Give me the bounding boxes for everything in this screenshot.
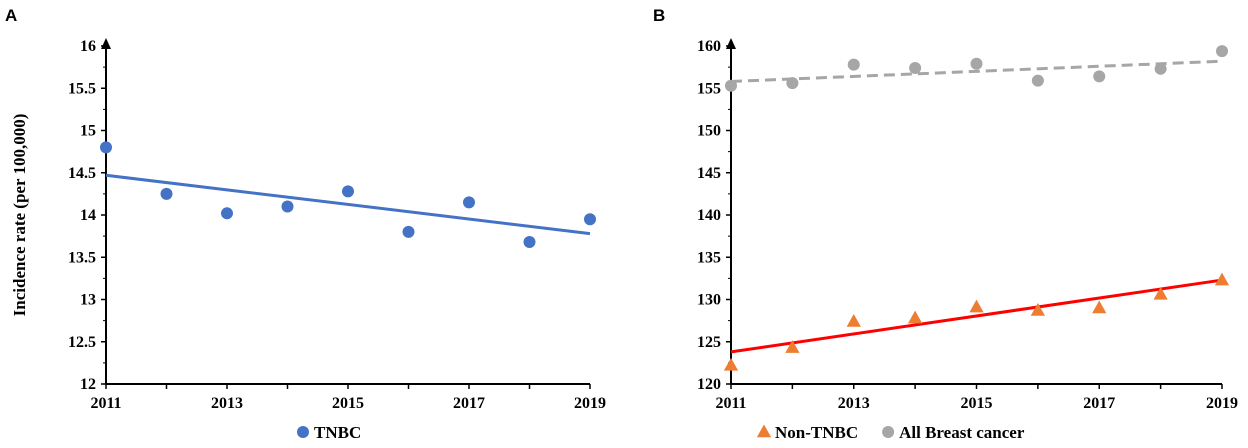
data-point-all-breast-cancer [725,79,737,92]
trend-line-all-breast-cancer [730,59,1223,83]
data-point-all-breast-cancer [1216,45,1228,58]
trend-line-non-tnbc [730,278,1223,354]
data-point-non-tnbc [723,357,739,371]
y-tick-label: 135 [697,249,721,266]
legend-label-non-tnbc: Non-TNBC [775,423,858,442]
y-tick-label: 15.5 [68,80,96,97]
legend-marker-all-breast-cancer [882,426,895,438]
data-point-non-tnbc [1092,300,1107,314]
data-point-all-breast-cancer [970,57,983,70]
legend-marker-non-tnbc [756,424,772,438]
y-tick-label: 12.5 [68,334,96,351]
y-tick-label: 13 [80,292,96,309]
legend-label-all-breast-cancer: All Breast cancer [899,423,1025,442]
data-point-all-breast-cancer [847,58,860,71]
x-tick-label: 2017 [1083,395,1115,412]
data-point-tnbc [584,213,596,226]
x-tick-label: 2019 [574,395,606,412]
x-tick-label: 2011 [90,395,121,412]
panel-b: B 120 125 130 135 140 145 150 155 160 2011 2013 2015… [653,6,1238,442]
x-tick-label: 2013 [211,395,243,412]
data-point-tnbc [281,200,294,213]
y-tick-label: 12 [80,376,96,393]
data-point-tnbc [100,141,112,154]
data-point-tnbc [523,236,536,249]
data-point-non-tnbc [1030,302,1045,316]
x-tick-label: 2015 [961,395,993,412]
y-tick-label: 140 [697,207,721,224]
data-point-non-tnbc [785,340,800,353]
y-tick-label: 14 [80,207,96,224]
y-tick-label: 13.5 [68,249,96,266]
data-point-all-breast-cancer [1093,70,1106,83]
x-tick-label: 2017 [453,395,485,412]
y-tick-label: 14.5 [68,165,96,182]
data-point-non-tnbc [1153,286,1168,300]
data-point-non-tnbc [1214,272,1230,286]
y-tick-label: 150 [697,123,721,140]
y-tick-label: 155 [697,80,721,97]
panel-label-a: A [5,6,17,25]
x-tick-label: 2011 [715,395,746,412]
data-point-tnbc [221,207,233,220]
panel-a: A 12 12.5 13 13.5 14 14.5 15 15.5 16 2011 2013 2015 2… [5,6,606,442]
y-tick-label: 16 [80,38,96,55]
data-point-tnbc [160,187,173,200]
y-axis-arrow [101,38,111,49]
x-tick-label: 2015 [332,395,364,412]
data-point-non-tnbc [846,313,861,327]
legend-label-tnbc: TNBC [314,423,361,442]
data-point-all-breast-cancer [786,77,799,90]
y-tick-label: 160 [697,38,721,55]
data-point-tnbc [463,196,475,209]
legend-marker-tnbc [297,426,309,438]
y-axis-arrow [726,38,736,49]
x-tick-label: 2013 [838,395,870,412]
y-tick-label: 15 [80,123,96,140]
data-point-tnbc [402,225,415,238]
y-axis-label: Incidence rate (per 100,000) [10,114,29,317]
data-point-all-breast-cancer [1031,74,1044,87]
y-tick-label: 130 [697,292,721,309]
data-point-non-tnbc [969,299,984,313]
y-tick-label: 145 [697,165,721,182]
data-point-tnbc [342,185,354,198]
y-tick-label: 125 [697,334,721,351]
x-tick-label: 2019 [1206,395,1238,412]
data-point-all-breast-cancer [1154,62,1167,75]
y-tick-label: 120 [697,376,721,393]
data-point-non-tnbc [908,310,923,324]
panel-label-b: B [653,6,665,25]
trend-line-tnbc [105,173,591,236]
data-point-all-breast-cancer [909,61,922,74]
